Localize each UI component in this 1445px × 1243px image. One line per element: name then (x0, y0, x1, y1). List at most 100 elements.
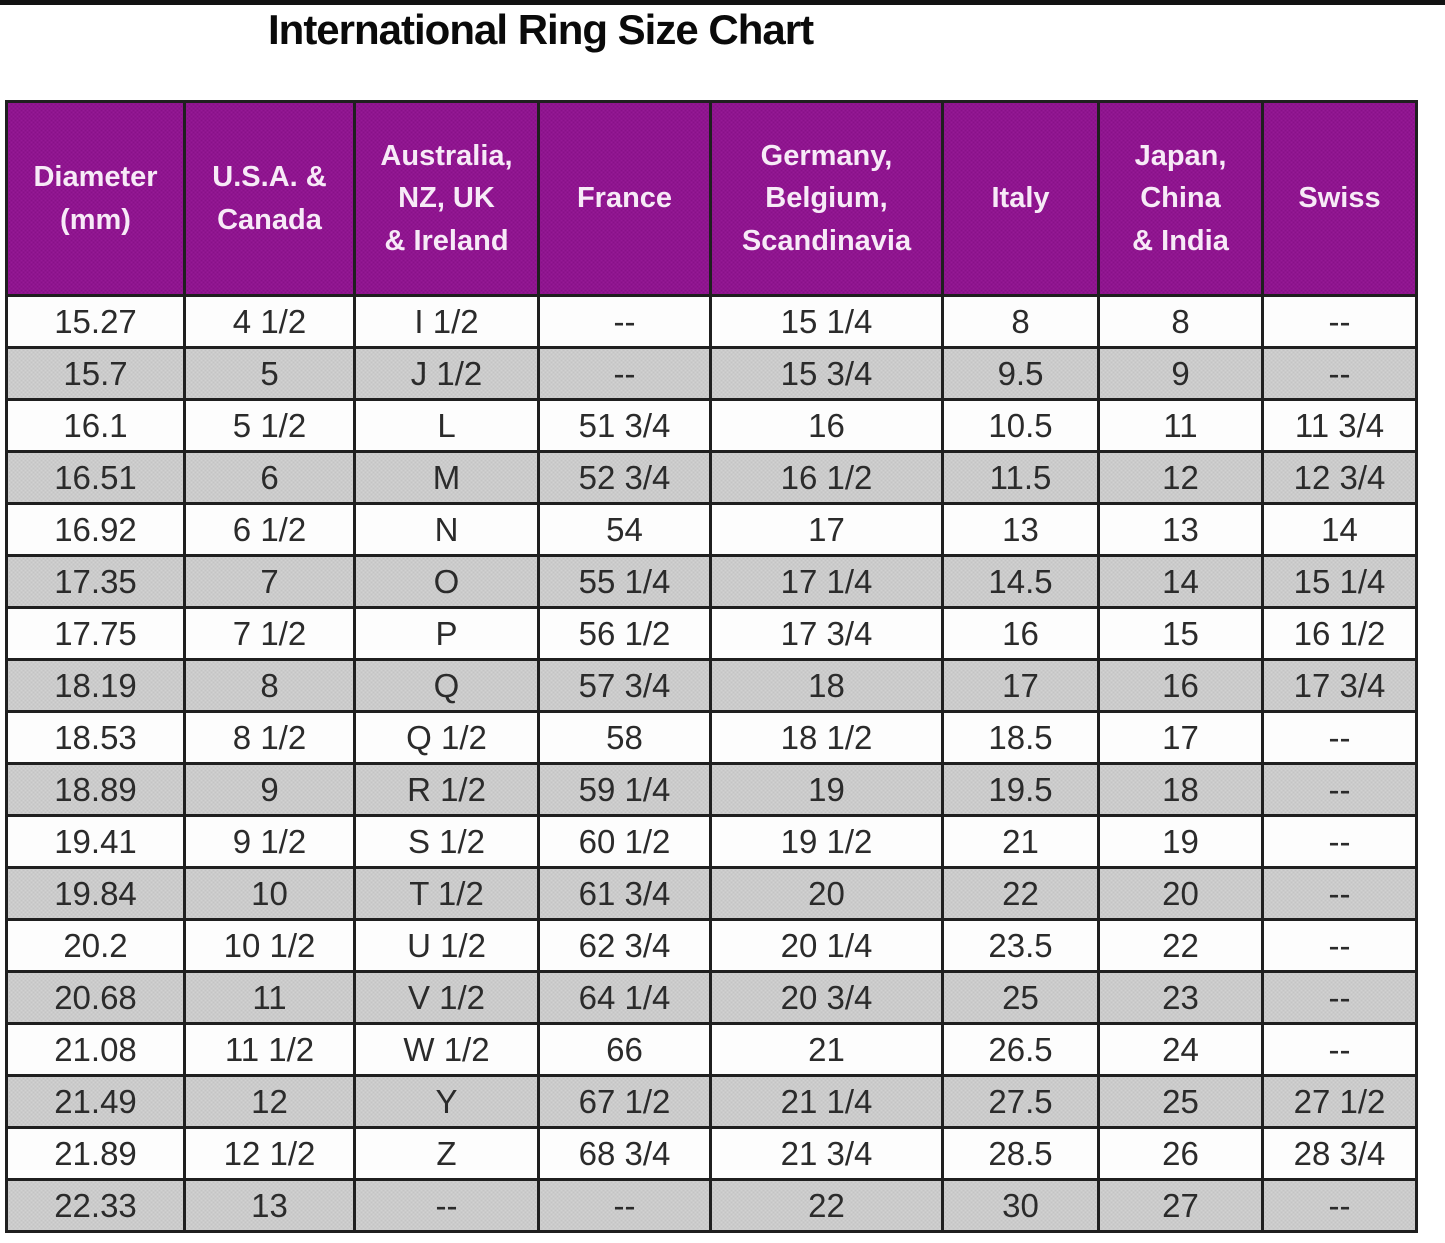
cell-germany-belgium-scandinavia: 21 1/4 (709, 1074, 944, 1129)
table-row: 19.41 9 1/2 S 1/2 60 1/2 19 1/2 21 19 -- (5, 814, 1418, 869)
cell-swiss: 15 1/4 (1261, 554, 1418, 609)
cell-japan-china-india: 24 (1097, 1022, 1264, 1077)
cell-diameter-mm: 21.49 (5, 1074, 186, 1129)
column-header-label: Diameter (33, 161, 158, 194)
cell-italy: 25 (941, 970, 1100, 1025)
cell-usa-canada: 6 (183, 450, 356, 505)
cell-diameter-mm: 17.75 (5, 606, 186, 661)
cell-japan-china-india: 22 (1097, 918, 1264, 973)
table-row: 16.1 5 1/2 L 51 3/4 16 10.5 11 11 3/4 (5, 398, 1418, 453)
cell-usa-canada: 8 (183, 658, 356, 713)
cell-germany-belgium-scandinavia: 18 1/2 (709, 710, 944, 765)
cell-france: 55 1/4 (537, 554, 712, 609)
table-row: 21.89 12 1/2 Z 68 3/4 21 3/4 28.5 26 28 3/4 (5, 1126, 1418, 1181)
cell-diameter-mm: 21.89 (5, 1126, 186, 1181)
cell-germany-belgium-scandinavia: 17 1/4 (709, 554, 944, 609)
cell-japan-china-india: 11 (1097, 398, 1264, 453)
column-header-label: NZ, UK (398, 182, 495, 215)
cell-france: 54 (537, 502, 712, 557)
cell-japan-china-india: 12 (1097, 450, 1264, 505)
cell-germany-belgium-scandinavia: 17 3/4 (709, 606, 944, 661)
cell-japan-china-india: 17 (1097, 710, 1264, 765)
cell-france: 52 3/4 (537, 450, 712, 505)
cell-swiss: 17 3/4 (1261, 658, 1418, 713)
cell-usa-canada: 9 1/2 (183, 814, 356, 869)
cell-swiss: 16 1/2 (1261, 606, 1418, 661)
cell-swiss: -- (1261, 762, 1418, 817)
cell-italy: 28.5 (941, 1126, 1100, 1181)
cell-australia-nz-uk-ireland: N (353, 502, 540, 557)
cell-usa-canada: 5 (183, 346, 356, 401)
table-row: 19.84 10 T 1/2 61 3/4 20 22 20 -- (5, 866, 1418, 921)
cell-japan-china-india: 14 (1097, 554, 1264, 609)
column-header-diameter-mm: Diameter (mm) (5, 100, 186, 297)
cell-swiss: 27 1/2 (1261, 1074, 1418, 1129)
column-header-swiss: Swiss (1261, 100, 1418, 297)
column-header-label: U.S.A. & (212, 161, 327, 194)
cell-japan-china-india: 23 (1097, 970, 1264, 1025)
cell-australia-nz-uk-ireland: U 1/2 (353, 918, 540, 973)
cell-france: 58 (537, 710, 712, 765)
cell-italy: 23.5 (941, 918, 1100, 973)
cell-diameter-mm: 21.08 (5, 1022, 186, 1077)
cell-diameter-mm: 17.35 (5, 554, 186, 609)
cell-usa-canada: 5 1/2 (183, 398, 356, 453)
cell-usa-canada: 7 1/2 (183, 606, 356, 661)
column-header-label: Canada (217, 203, 322, 236)
cell-swiss: 12 3/4 (1261, 450, 1418, 505)
cell-australia-nz-uk-ireland: -- (353, 1178, 540, 1233)
cell-italy: 11.5 (941, 450, 1100, 505)
cell-diameter-mm: 15.27 (5, 294, 186, 349)
table-row: 20.2 10 1/2 U 1/2 62 3/4 20 1/4 23.5 22 -- (5, 918, 1418, 973)
cell-japan-china-india: 16 (1097, 658, 1264, 713)
column-header-japan-china-india: Japan, China & India (1097, 100, 1264, 297)
cell-diameter-mm: 19.84 (5, 866, 186, 921)
cell-australia-nz-uk-ireland: R 1/2 (353, 762, 540, 817)
cell-italy: 19.5 (941, 762, 1100, 817)
table-row: 16.51 6 M 52 3/4 16 1/2 11.5 12 12 3/4 (5, 450, 1418, 505)
table-row: 17.75 7 1/2 P 56 1/2 17 3/4 16 15 16 1/2 (5, 606, 1418, 661)
cell-italy: 26.5 (941, 1022, 1100, 1077)
cell-swiss: -- (1261, 970, 1418, 1025)
cell-japan-china-india: 9 (1097, 346, 1264, 401)
cell-swiss: -- (1261, 346, 1418, 401)
cell-swiss: -- (1261, 1178, 1418, 1233)
header-row: Diameter (mm) U.S.A. & Canada Australia, NZ, … (5, 100, 1418, 297)
table-row: 21.08 11 1/2 W 1/2 66 21 26.5 24 -- (5, 1022, 1418, 1077)
cell-diameter-mm: 16.1 (5, 398, 186, 453)
cell-germany-belgium-scandinavia: 19 (709, 762, 944, 817)
cell-italy: 30 (941, 1178, 1100, 1233)
cell-australia-nz-uk-ireland: I 1/2 (353, 294, 540, 349)
cell-italy: 9.5 (941, 346, 1100, 401)
column-header-usa-canada: U.S.A. & Canada (183, 100, 356, 297)
cell-usa-canada: 13 (183, 1178, 356, 1233)
cell-italy: 8 (941, 294, 1100, 349)
cell-germany-belgium-scandinavia: 16 1/2 (709, 450, 944, 505)
cell-diameter-mm: 19.41 (5, 814, 186, 869)
cell-usa-canada: 10 1/2 (183, 918, 356, 973)
cell-italy: 22 (941, 866, 1100, 921)
column-header-label: (mm) (60, 203, 131, 236)
table-row: 20.68 11 V 1/2 64 1/4 20 3/4 25 23 -- (5, 970, 1418, 1025)
column-header-label: Italy (991, 182, 1050, 215)
cell-japan-china-india: 8 (1097, 294, 1264, 349)
cell-diameter-mm: 16.92 (5, 502, 186, 557)
column-header-label: & Ireland (384, 224, 509, 257)
cell-diameter-mm: 18.89 (5, 762, 186, 817)
cell-japan-china-india: 20 (1097, 866, 1264, 921)
cell-germany-belgium-scandinavia: 21 (709, 1022, 944, 1077)
cell-usa-canada: 12 1/2 (183, 1126, 356, 1181)
cell-swiss: 28 3/4 (1261, 1126, 1418, 1181)
table-row: 18.89 9 R 1/2 59 1/4 19 19.5 18 -- (5, 762, 1418, 817)
table-row: 15.7 5 J 1/2 -- 15 3/4 9.5 9 -- (5, 346, 1418, 401)
cell-diameter-mm: 20.68 (5, 970, 186, 1025)
cell-swiss: -- (1261, 918, 1418, 973)
cell-germany-belgium-scandinavia: 18 (709, 658, 944, 713)
column-header-label: Swiss (1298, 182, 1381, 215)
table-row: 18.19 8 Q 57 3/4 18 17 16 17 3/4 (5, 658, 1418, 713)
cell-swiss: 11 3/4 (1261, 398, 1418, 453)
cell-japan-china-india: 25 (1097, 1074, 1264, 1129)
cell-australia-nz-uk-ireland: Q (353, 658, 540, 713)
cell-diameter-mm: 18.53 (5, 710, 186, 765)
cell-usa-canada: 6 1/2 (183, 502, 356, 557)
